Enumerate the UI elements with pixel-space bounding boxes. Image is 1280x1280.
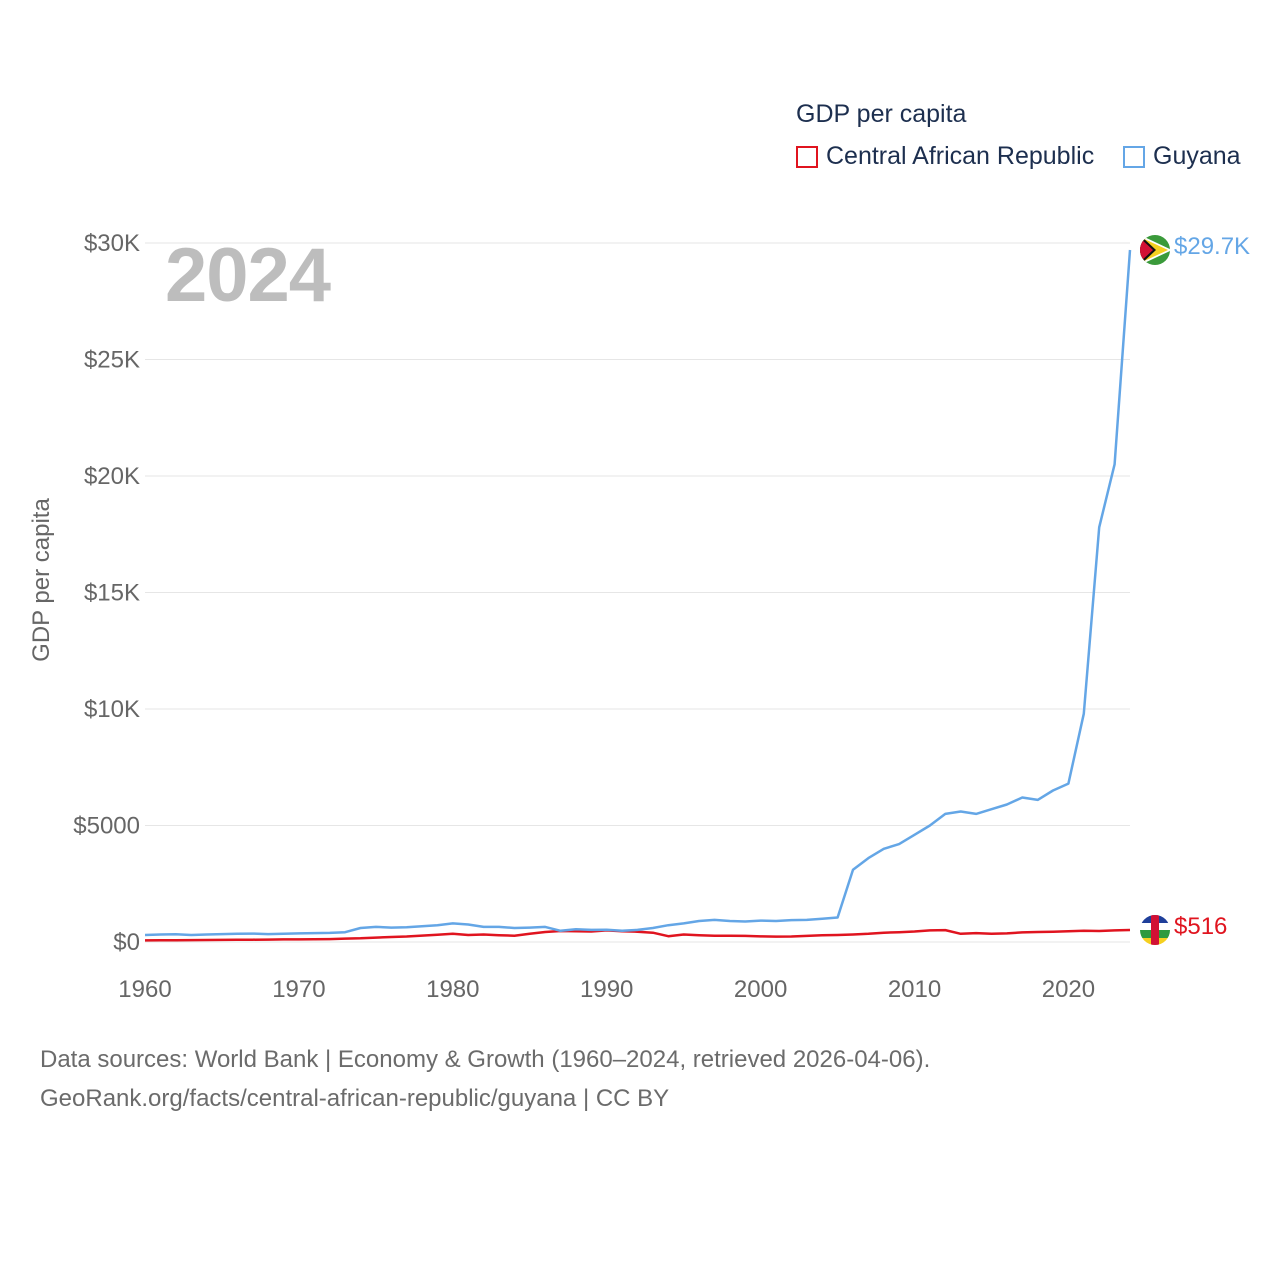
source-line-2[interactable]: GeoRank.org/facts/central-african-republ… xyxy=(40,1085,670,1112)
year-label: 2024 xyxy=(165,233,331,318)
series-lines xyxy=(144,249,1132,942)
x-tick-label: 2000 xyxy=(734,976,787,1003)
y-tick-label: $10K xyxy=(84,696,140,723)
y-axis-ticks: $0 $5000 $10K $15K $20K $25K $30K xyxy=(73,230,140,956)
guyana-end-label: $29.7K xyxy=(1174,233,1251,260)
x-tick-label: 1970 xyxy=(272,976,325,1003)
legend-item-central-african-republic[interactable]: Central African Republic xyxy=(796,142,1094,171)
car-end-label: $516 xyxy=(1174,913,1228,940)
y-tick-label: $15K xyxy=(84,580,140,607)
y-tick-label: $0 xyxy=(113,929,140,956)
x-tick-label: 1980 xyxy=(426,976,479,1003)
series-line-guyana xyxy=(144,249,1132,937)
source-line-1: Data sources: World Bank | Economy & Gro… xyxy=(40,1046,931,1073)
legend-swatch-guyana xyxy=(1123,145,1145,168)
central-african-republic-flag-icon xyxy=(1140,915,1170,945)
grid-lines xyxy=(145,242,1130,943)
x-tick-label: 1960 xyxy=(118,976,171,1003)
y-tick-label: $30K xyxy=(84,230,140,257)
y-tick-label: $5000 xyxy=(73,813,140,840)
x-tick-label: 1990 xyxy=(580,976,633,1003)
legend-swatch-central-african-republic xyxy=(796,145,818,168)
y-tick-label: $25K xyxy=(84,347,140,374)
guyana-flag-icon xyxy=(1140,235,1170,265)
y-tick-label: $20K xyxy=(84,463,140,490)
legend-item-guyana[interactable]: Guyana xyxy=(1123,142,1241,171)
x-axis-ticks: 1960 1970 1980 1990 2000 2010 2020 xyxy=(118,976,1095,1003)
legend-label-central-african-republic: Central African Republic xyxy=(826,142,1095,170)
x-tick-label: 2020 xyxy=(1042,976,1095,1003)
legend-title: GDP per capita xyxy=(796,100,967,128)
legend-label-guyana: Guyana xyxy=(1153,142,1241,170)
series-line-central-african-republic xyxy=(144,928,1131,942)
y-axis-label: GDP per capita xyxy=(28,498,55,662)
x-tick-label: 2010 xyxy=(888,976,941,1003)
